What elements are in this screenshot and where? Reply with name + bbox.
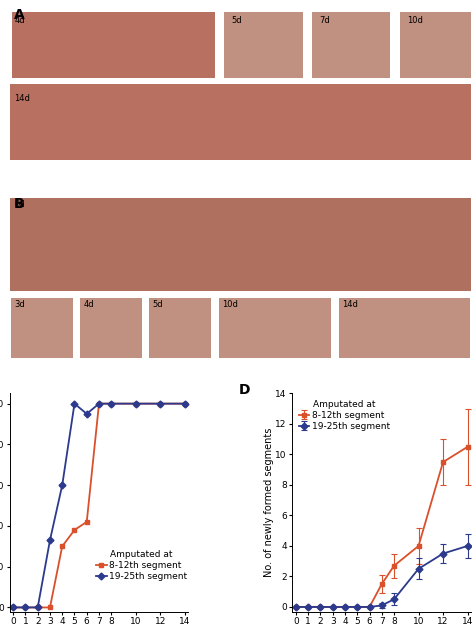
Text: 0d: 0d	[14, 200, 25, 209]
8-12th segment	[47, 603, 53, 611]
8-12th segment	[182, 400, 188, 407]
FancyBboxPatch shape	[80, 298, 142, 358]
Text: 4d: 4d	[83, 300, 94, 309]
19-25th segment	[10, 603, 16, 611]
19-25th segment	[96, 400, 102, 407]
19-25th segment	[158, 400, 163, 407]
Text: A: A	[14, 8, 25, 22]
19-25th segment	[84, 410, 89, 417]
8-12th segment	[133, 400, 139, 407]
Line: 8-12th segment: 8-12th segment	[11, 401, 187, 610]
Text: 5d: 5d	[153, 300, 163, 309]
8-12th segment	[84, 518, 89, 525]
19-25th segment	[47, 537, 53, 544]
8-12th segment	[60, 542, 65, 550]
FancyBboxPatch shape	[10, 84, 471, 160]
FancyBboxPatch shape	[12, 12, 215, 78]
Text: D: D	[238, 383, 250, 396]
FancyBboxPatch shape	[224, 12, 303, 78]
8-12th segment	[35, 603, 40, 611]
19-25th segment	[109, 400, 114, 407]
8-12th segment	[158, 400, 163, 407]
Text: 3d: 3d	[14, 300, 25, 309]
19-25th segment	[35, 603, 40, 611]
8-12th segment	[10, 603, 16, 611]
8-12th segment	[22, 603, 28, 611]
Line: 19-25th segment: 19-25th segment	[11, 401, 187, 610]
8-12th segment	[71, 526, 77, 534]
FancyBboxPatch shape	[10, 198, 471, 291]
Y-axis label: No. of newly formed segments: No. of newly formed segments	[264, 428, 274, 577]
FancyBboxPatch shape	[312, 12, 390, 78]
FancyBboxPatch shape	[400, 12, 474, 78]
Legend: 8-12th segment, 19-25th segment: 8-12th segment, 19-25th segment	[96, 550, 188, 581]
Text: 5d: 5d	[231, 16, 242, 24]
FancyBboxPatch shape	[11, 298, 73, 358]
FancyBboxPatch shape	[218, 298, 331, 358]
Text: 14d: 14d	[14, 94, 30, 103]
19-25th segment	[71, 400, 77, 407]
Text: B: B	[14, 197, 25, 211]
19-25th segment	[182, 400, 188, 407]
Text: 10d: 10d	[222, 300, 238, 309]
Text: 7d: 7d	[319, 16, 329, 24]
19-25th segment	[22, 603, 28, 611]
8-12th segment	[96, 400, 102, 407]
FancyBboxPatch shape	[339, 298, 470, 358]
Text: 4d: 4d	[14, 16, 25, 24]
Text: 14d: 14d	[342, 300, 358, 309]
19-25th segment	[133, 400, 139, 407]
Text: 10d: 10d	[407, 16, 423, 24]
19-25th segment	[60, 482, 65, 489]
8-12th segment	[109, 400, 114, 407]
Legend: 8-12th segment, 19-25th segment: 8-12th segment, 19-25th segment	[298, 400, 390, 431]
FancyBboxPatch shape	[149, 298, 211, 358]
